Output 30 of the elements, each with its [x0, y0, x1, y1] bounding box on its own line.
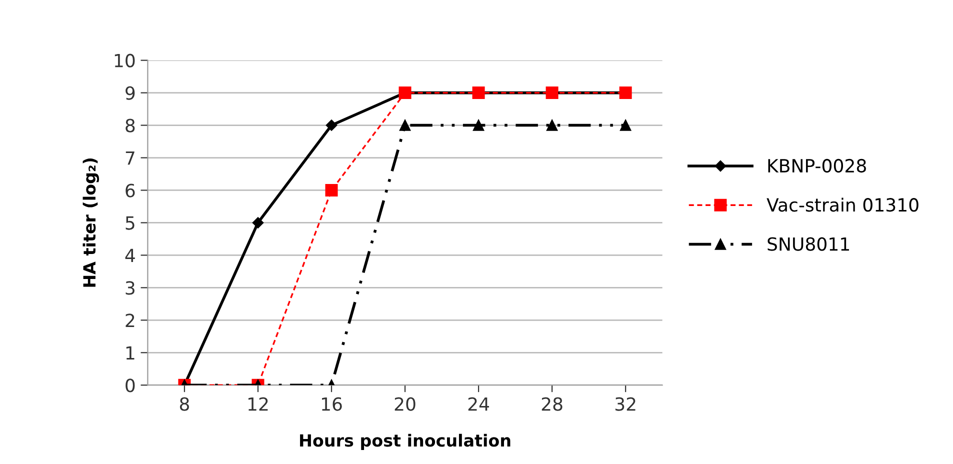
x-tick-label: 16 [322, 397, 342, 411]
point [252, 217, 264, 228]
legend-label: SNU8011 [768, 237, 849, 251]
y-tick-label: 7 [126, 151, 134, 165]
y-tick-label: 10 [114, 54, 135, 68]
point [326, 120, 338, 131]
point [620, 120, 632, 131]
x-tick-label: 12 [248, 397, 268, 411]
y-tick-label: 8 [126, 118, 135, 132]
y-tick-label: 6 [126, 184, 135, 198]
point [546, 120, 558, 131]
y-tick-label: 9 [126, 86, 135, 100]
x-axis-title: Hours post inoculation [300, 434, 510, 450]
point [399, 120, 411, 131]
y-tick-label: 3 [126, 281, 134, 295]
point [325, 184, 338, 196]
x-tick-label: 24 [468, 397, 490, 411]
legend-label: Vac-strain 01310 [766, 198, 918, 212]
y-tick-label: 5 [126, 216, 134, 230]
x-tick-label: 8 [180, 397, 189, 411]
x-tick-label: 20 [394, 397, 416, 411]
y-axis-title: HA titer (log₂) [82, 158, 100, 287]
legend-label: KBNP-0028 [768, 158, 866, 173]
y-tick-label: 4 [125, 248, 135, 262]
point [472, 120, 484, 131]
y-tick-label: 0 [126, 378, 135, 392]
y-tick-label: 2 [126, 314, 134, 328]
x-tick-label: 28 [542, 397, 562, 411]
x-tick-label: 32 [615, 397, 636, 411]
y-tick-label: 1 [126, 346, 134, 360]
